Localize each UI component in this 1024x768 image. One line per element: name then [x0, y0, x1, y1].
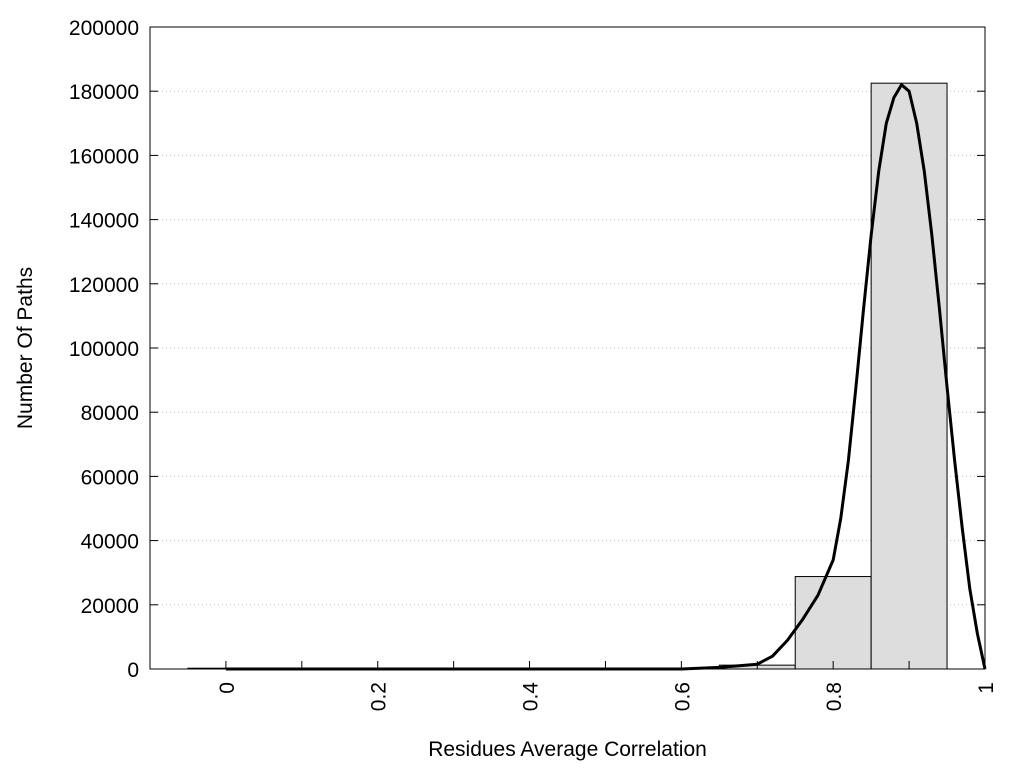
x-axis-title: Residues Average Correlation [428, 738, 707, 761]
y-axis-ticks: 0 20000 40000 60000 80000 100000 120000 140000 1… [69, 17, 985, 682]
y-tick-label: 160000 [69, 145, 139, 168]
y-tick-label: 40000 [81, 531, 139, 554]
y-tick-label: 80000 [81, 402, 139, 425]
y-tick-label: 200000 [69, 17, 139, 40]
x-tick-label: 0.6 [671, 682, 694, 711]
x-tick-label: 0.8 [823, 682, 846, 711]
histogram-bar [870, 82, 948, 670]
y-axis-title: Number Of Paths [14, 267, 37, 429]
y-tick-label: 60000 [81, 466, 139, 489]
x-tick-label: 0.2 [368, 682, 391, 711]
histogram-bars [187, 82, 948, 670]
x-axis-ticks: 0 0.2 0.4 0.6 0.8 1 [216, 661, 998, 711]
x-tick-label: 0 [216, 682, 239, 694]
y-tick-label: 120000 [69, 274, 139, 297]
y-tick-label: 0 [127, 659, 139, 682]
y-tick-label: 20000 [81, 595, 139, 618]
y-tick-label: 140000 [69, 210, 139, 233]
histogram-bar [794, 576, 872, 670]
x-tick-label: 0.4 [520, 682, 543, 712]
y-tick-label: 180000 [69, 81, 139, 104]
x-tick-label: 1 [975, 682, 998, 694]
y-tick-label: 100000 [69, 338, 139, 361]
